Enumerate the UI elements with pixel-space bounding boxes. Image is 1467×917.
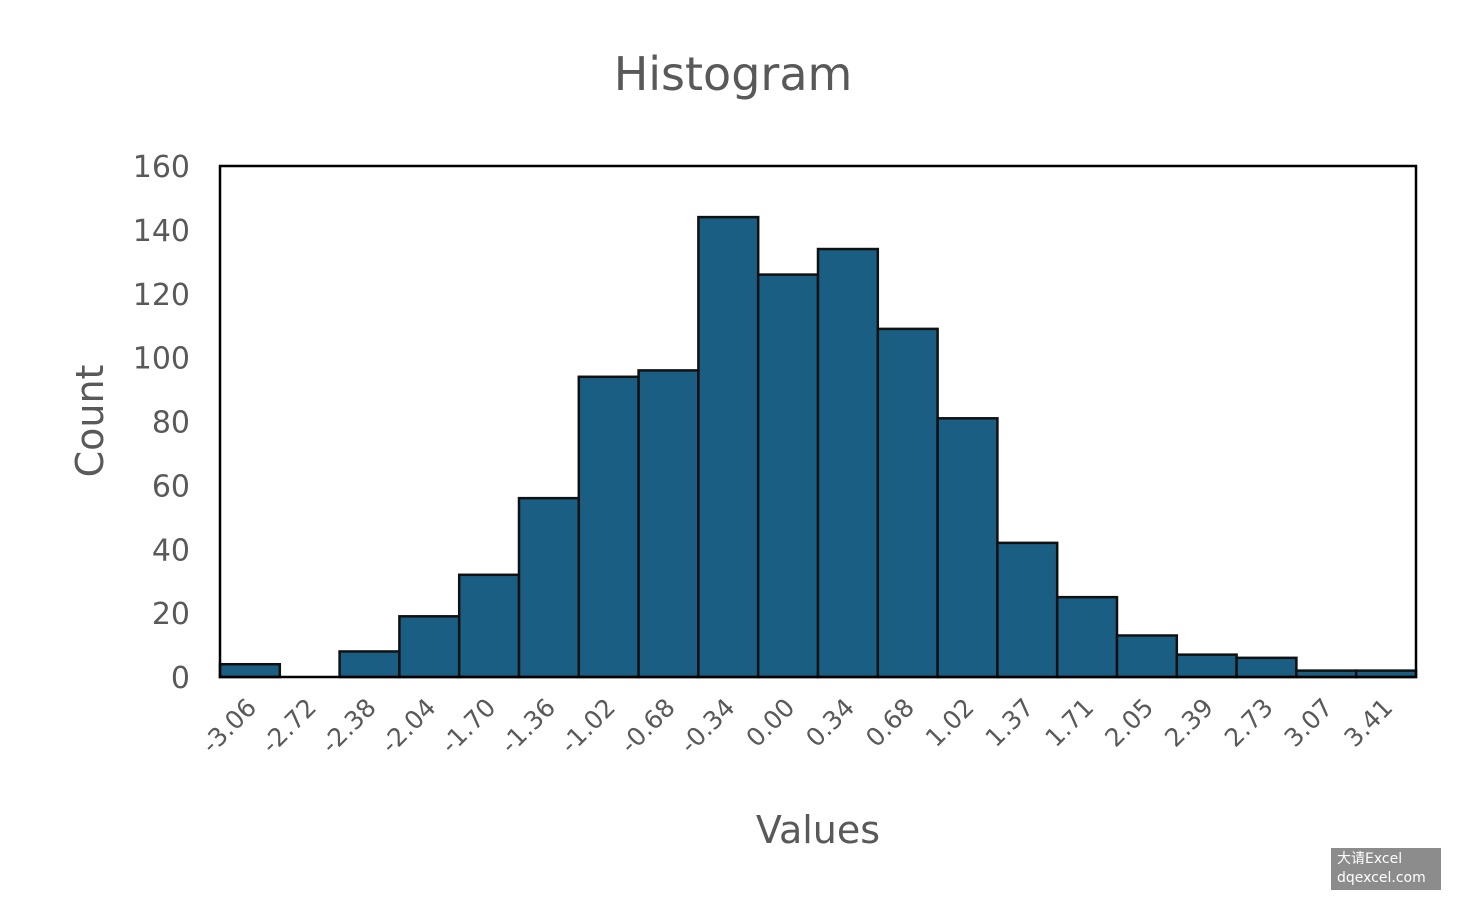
y-tick-label: 20 — [152, 597, 190, 632]
y-axis-label: Count — [68, 365, 112, 478]
x-tick-label: 1.37 — [980, 693, 1040, 753]
x-tick-label: 2.73 — [1219, 693, 1279, 753]
x-tick-label: 0.00 — [740, 693, 800, 753]
chart-title: Histogram — [614, 47, 853, 101]
x-tick-label: -0.68 — [614, 693, 680, 759]
histogram-bar — [457, 573, 521, 679]
histogram-bar — [876, 327, 939, 679]
x-tick-label: 2.05 — [1099, 693, 1159, 753]
histogram-bar — [1235, 656, 1298, 679]
y-tick-label: 160 — [133, 150, 190, 185]
histogram-bar — [338, 650, 401, 679]
histogram-bar — [1115, 634, 1179, 679]
x-tick-label: 3.41 — [1338, 693, 1398, 753]
bars-group — [218, 215, 1418, 679]
x-tick-label: 2.39 — [1159, 693, 1219, 753]
histogram-bar — [1055, 595, 1119, 679]
watermark-line2: dqexcel.com — [1337, 870, 1426, 886]
histogram-bar — [996, 541, 1059, 679]
x-tick-label: 1.02 — [920, 693, 980, 753]
x-tick-label: -2.72 — [256, 693, 322, 759]
histogram-bar — [577, 375, 640, 679]
y-tick-label: 0 — [171, 661, 190, 696]
histogram-bar — [756, 273, 820, 679]
y-tick-label: 100 — [133, 342, 190, 377]
histogram-bar — [1175, 653, 1238, 679]
y-tick-label: 120 — [133, 278, 190, 313]
y-tick-label: 80 — [152, 406, 190, 441]
watermark-line1: 大请Excel — [1337, 851, 1403, 867]
y-tick-label: 60 — [152, 469, 190, 504]
plot-frame — [218, 164, 1418, 679]
histogram-bar — [218, 662, 282, 679]
x-tick-label: -3.06 — [196, 693, 262, 759]
y-axis-ticks: 0 20 40 60 80 100 120 140 160 — [133, 150, 190, 696]
x-tick-label: -1.70 — [435, 693, 501, 759]
histogram-bar — [936, 417, 999, 679]
y-tick-label: 140 — [133, 214, 190, 249]
x-tick-label: -0.34 — [674, 693, 740, 759]
histogram-bar — [517, 496, 581, 679]
x-tick-label: -2.38 — [315, 693, 381, 759]
histogram-bar — [398, 615, 461, 679]
x-tick-label: -2.04 — [375, 693, 441, 759]
histogram-bar — [697, 215, 760, 679]
watermark: 大请Excel dqexcel.com — [1331, 848, 1441, 890]
x-tick-label: 1.71 — [1039, 693, 1099, 753]
x-tick-label: 0.34 — [800, 693, 860, 753]
x-tick-label: -1.02 — [555, 693, 621, 759]
histogram-bar — [816, 247, 880, 679]
histogram-bar — [637, 369, 700, 679]
x-tick-label: 3.07 — [1279, 693, 1339, 753]
x-axis-ticks: -3.06-2.72-2.38-2.04-1.70-1.36-1.02-0.68… — [196, 693, 1398, 759]
x-tick-label: 0.68 — [860, 693, 920, 753]
y-tick-label: 40 — [152, 533, 190, 568]
x-tick-label: -1.36 — [495, 693, 561, 759]
x-axis-label: Values — [756, 808, 880, 852]
